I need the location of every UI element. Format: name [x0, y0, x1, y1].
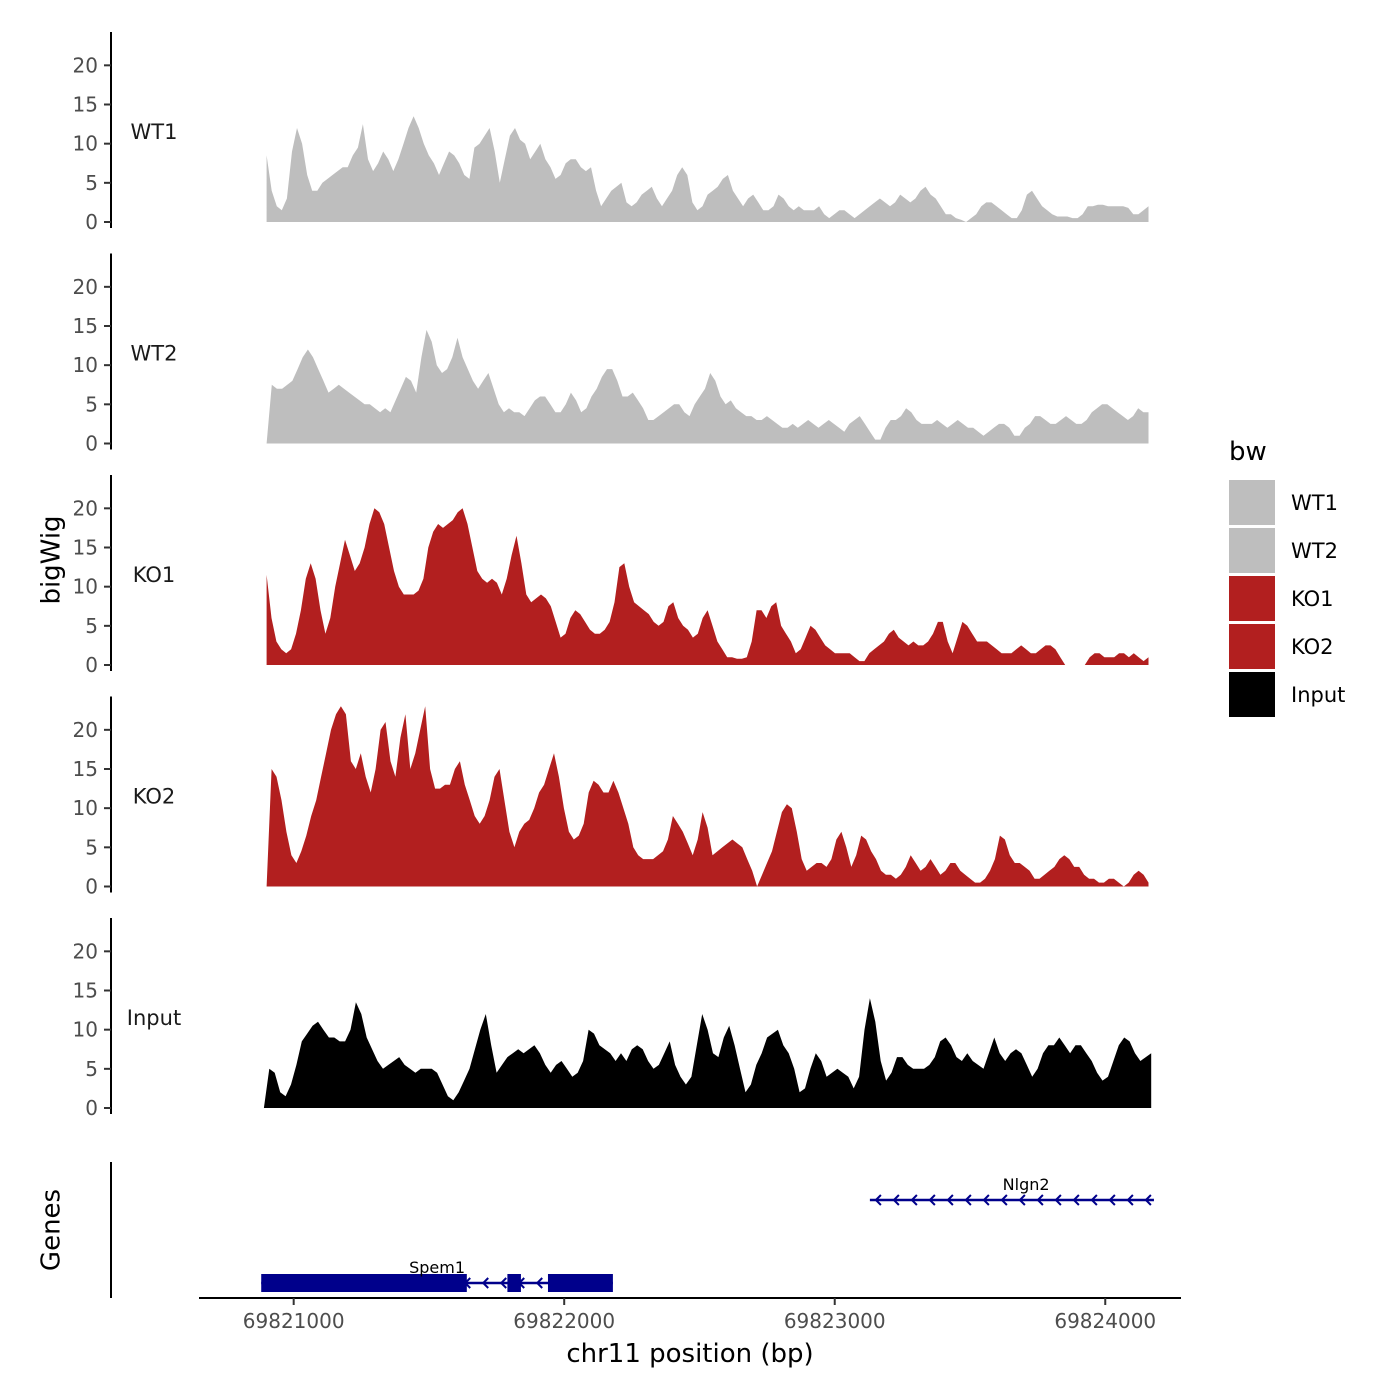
- y-tick-label-wt2-15: 15: [73, 314, 98, 338]
- y-tick-label-wt1-15: 15: [73, 93, 98, 117]
- track-input: 0 5 10 15 20 Input: [73, 918, 1152, 1120]
- y-tick-label-ko2-5: 5: [85, 835, 98, 859]
- strand-arrow-nlgn2: [1000, 1194, 1008, 1206]
- track-wt1: 0 5 10 15 20 WT1: [73, 32, 1149, 234]
- legend-swatch-wt2: [1229, 528, 1275, 573]
- legend-title: bw: [1229, 437, 1267, 467]
- strand-arrow-nlgn2: [874, 1194, 882, 1206]
- y-tick-label-ko1-0: 0: [85, 653, 98, 677]
- track-label-wt2: WT2: [131, 341, 178, 365]
- legend-swatch-wt1: [1229, 480, 1275, 525]
- y-tick-label-wt2-5: 5: [85, 392, 98, 416]
- strand-arrow-nlgn2: [910, 1194, 918, 1206]
- gene-spem1: Spem1: [261, 1258, 613, 1292]
- y-tick-label-ko2-10: 10: [73, 796, 98, 820]
- coverage-area-wt1: [266, 116, 1149, 222]
- y-tick-label-ko1-15: 15: [73, 536, 98, 560]
- strand-arrow-spem1: [535, 1277, 543, 1289]
- coverage-area-ko2: [266, 706, 1149, 887]
- track-label-ko1: KO1: [133, 563, 176, 587]
- exon-spem1-3: [547, 1274, 613, 1292]
- y-tick-label-input-5: 5: [85, 1057, 98, 1081]
- track-ko1: 0 5 10 15 20 KO1: [73, 475, 1149, 677]
- strand-arrow-nlgn2: [892, 1194, 900, 1206]
- strand-arrow-nlgn2: [1144, 1194, 1152, 1206]
- legend-swatch-ko1: [1229, 576, 1275, 621]
- genes-axis-title: Genes: [37, 1189, 67, 1271]
- strand-arrow-nlgn2: [982, 1194, 990, 1206]
- strand-arrow-spem1: [481, 1277, 489, 1289]
- legend-item-wt2: WT2: [1229, 528, 1338, 573]
- y-tick-label-input-20: 20: [73, 939, 98, 963]
- gene-label-nlgn2: Nlgn2: [1003, 1175, 1050, 1194]
- strand-arrow-nlgn2: [928, 1194, 936, 1206]
- y-tick-label-input-15: 15: [73, 979, 98, 1003]
- strand-arrow-nlgn2: [1090, 1194, 1098, 1206]
- legend: bw WT1 WT2 KO1 KO2 Input: [1229, 437, 1345, 717]
- y-tick-label-wt1-20: 20: [73, 53, 98, 77]
- strand-arrow-spem1: [499, 1277, 507, 1289]
- y-tick-label-ko1-5: 5: [85, 614, 98, 638]
- legend-item-ko2: KO2: [1229, 624, 1334, 669]
- track-label-input: Input: [127, 1006, 181, 1030]
- genes-track: Genes Spem1 Nlgn2: [37, 1162, 1154, 1298]
- legend-label-ko1: KO1: [1291, 587, 1334, 611]
- exon-spem1-2: [507, 1274, 521, 1292]
- legend-label-ko2: KO2: [1291, 635, 1334, 659]
- gene-nlgn2: Nlgn2: [869, 1175, 1154, 1206]
- legend-item-input: Input: [1229, 672, 1345, 717]
- legend-label-input: Input: [1291, 683, 1345, 707]
- track-ko2: 0 5 10 15 20 KO2: [73, 696, 1149, 899]
- track-label-wt1: WT1: [131, 120, 178, 144]
- x-tick-label-69822000: 69822000: [513, 1309, 615, 1333]
- strand-arrow-nlgn2: [1126, 1194, 1134, 1206]
- y-tick-label-ko2-0: 0: [85, 875, 98, 899]
- legend-item-ko1: KO1: [1229, 576, 1334, 621]
- strand-arrow-nlgn2: [1054, 1194, 1062, 1206]
- y-tick-label-ko2-15: 15: [73, 757, 98, 781]
- y-tick-label-wt1-0: 0: [85, 210, 98, 234]
- legend-label-wt1: WT1: [1291, 491, 1338, 515]
- legend-swatch-input: [1229, 672, 1275, 717]
- strand-arrow-nlgn2: [1072, 1194, 1080, 1206]
- exon-spem1-1: [261, 1274, 467, 1292]
- y-axis-title: bigWig: [37, 515, 67, 604]
- x-axis: chr11 position (bp) 69821000 69822000 6982…: [199, 1297, 1181, 1369]
- track-label-ko2: KO2: [133, 784, 176, 808]
- y-tick-label-input-0: 0: [85, 1096, 98, 1120]
- tracks-layer: 0 5 10 15 20 WT1 0 5 10 15 20 WT2 0 5 10 15 20 KO1 0 5 10 15 2…: [73, 32, 1152, 1120]
- x-axis-title: chr11 position (bp): [566, 1339, 813, 1369]
- strand-arrow-nlgn2: [1018, 1194, 1026, 1206]
- coverage-area-input: [263, 998, 1152, 1108]
- strand-arrow-nlgn2: [1108, 1194, 1116, 1206]
- coverage-area-wt2: [266, 329, 1149, 444]
- x-tick-label-69824000: 69824000: [1054, 1309, 1156, 1333]
- legend-item-wt1: WT1: [1229, 480, 1338, 525]
- y-tick-label-wt2-20: 20: [73, 275, 98, 299]
- strand-arrow-nlgn2: [1036, 1194, 1044, 1206]
- legend-label-wt2: WT2: [1291, 539, 1338, 563]
- y-tick-label-ko1-10: 10: [73, 575, 98, 599]
- y-tick-label-wt1-10: 10: [73, 132, 98, 156]
- x-tick-label-69823000: 69823000: [784, 1309, 886, 1333]
- x-tick-label-69821000: 69821000: [243, 1309, 345, 1333]
- y-tick-label-wt1-5: 5: [85, 171, 98, 195]
- y-tick-label-input-10: 10: [73, 1018, 98, 1042]
- y-tick-label-wt2-10: 10: [73, 353, 98, 377]
- strand-arrow-nlgn2: [964, 1194, 972, 1206]
- gene-label-spem1: Spem1: [409, 1258, 465, 1277]
- legend-swatch-ko2: [1229, 624, 1275, 669]
- y-tick-label-ko1-20: 20: [73, 496, 98, 520]
- coverage-area-ko1: [266, 508, 1149, 665]
- y-tick-label-ko2-20: 20: [73, 718, 98, 742]
- track-wt2: 0 5 10 15 20 WT2: [73, 253, 1149, 456]
- strand-arrow-nlgn2: [946, 1194, 954, 1206]
- y-tick-label-wt2-0: 0: [85, 432, 98, 456]
